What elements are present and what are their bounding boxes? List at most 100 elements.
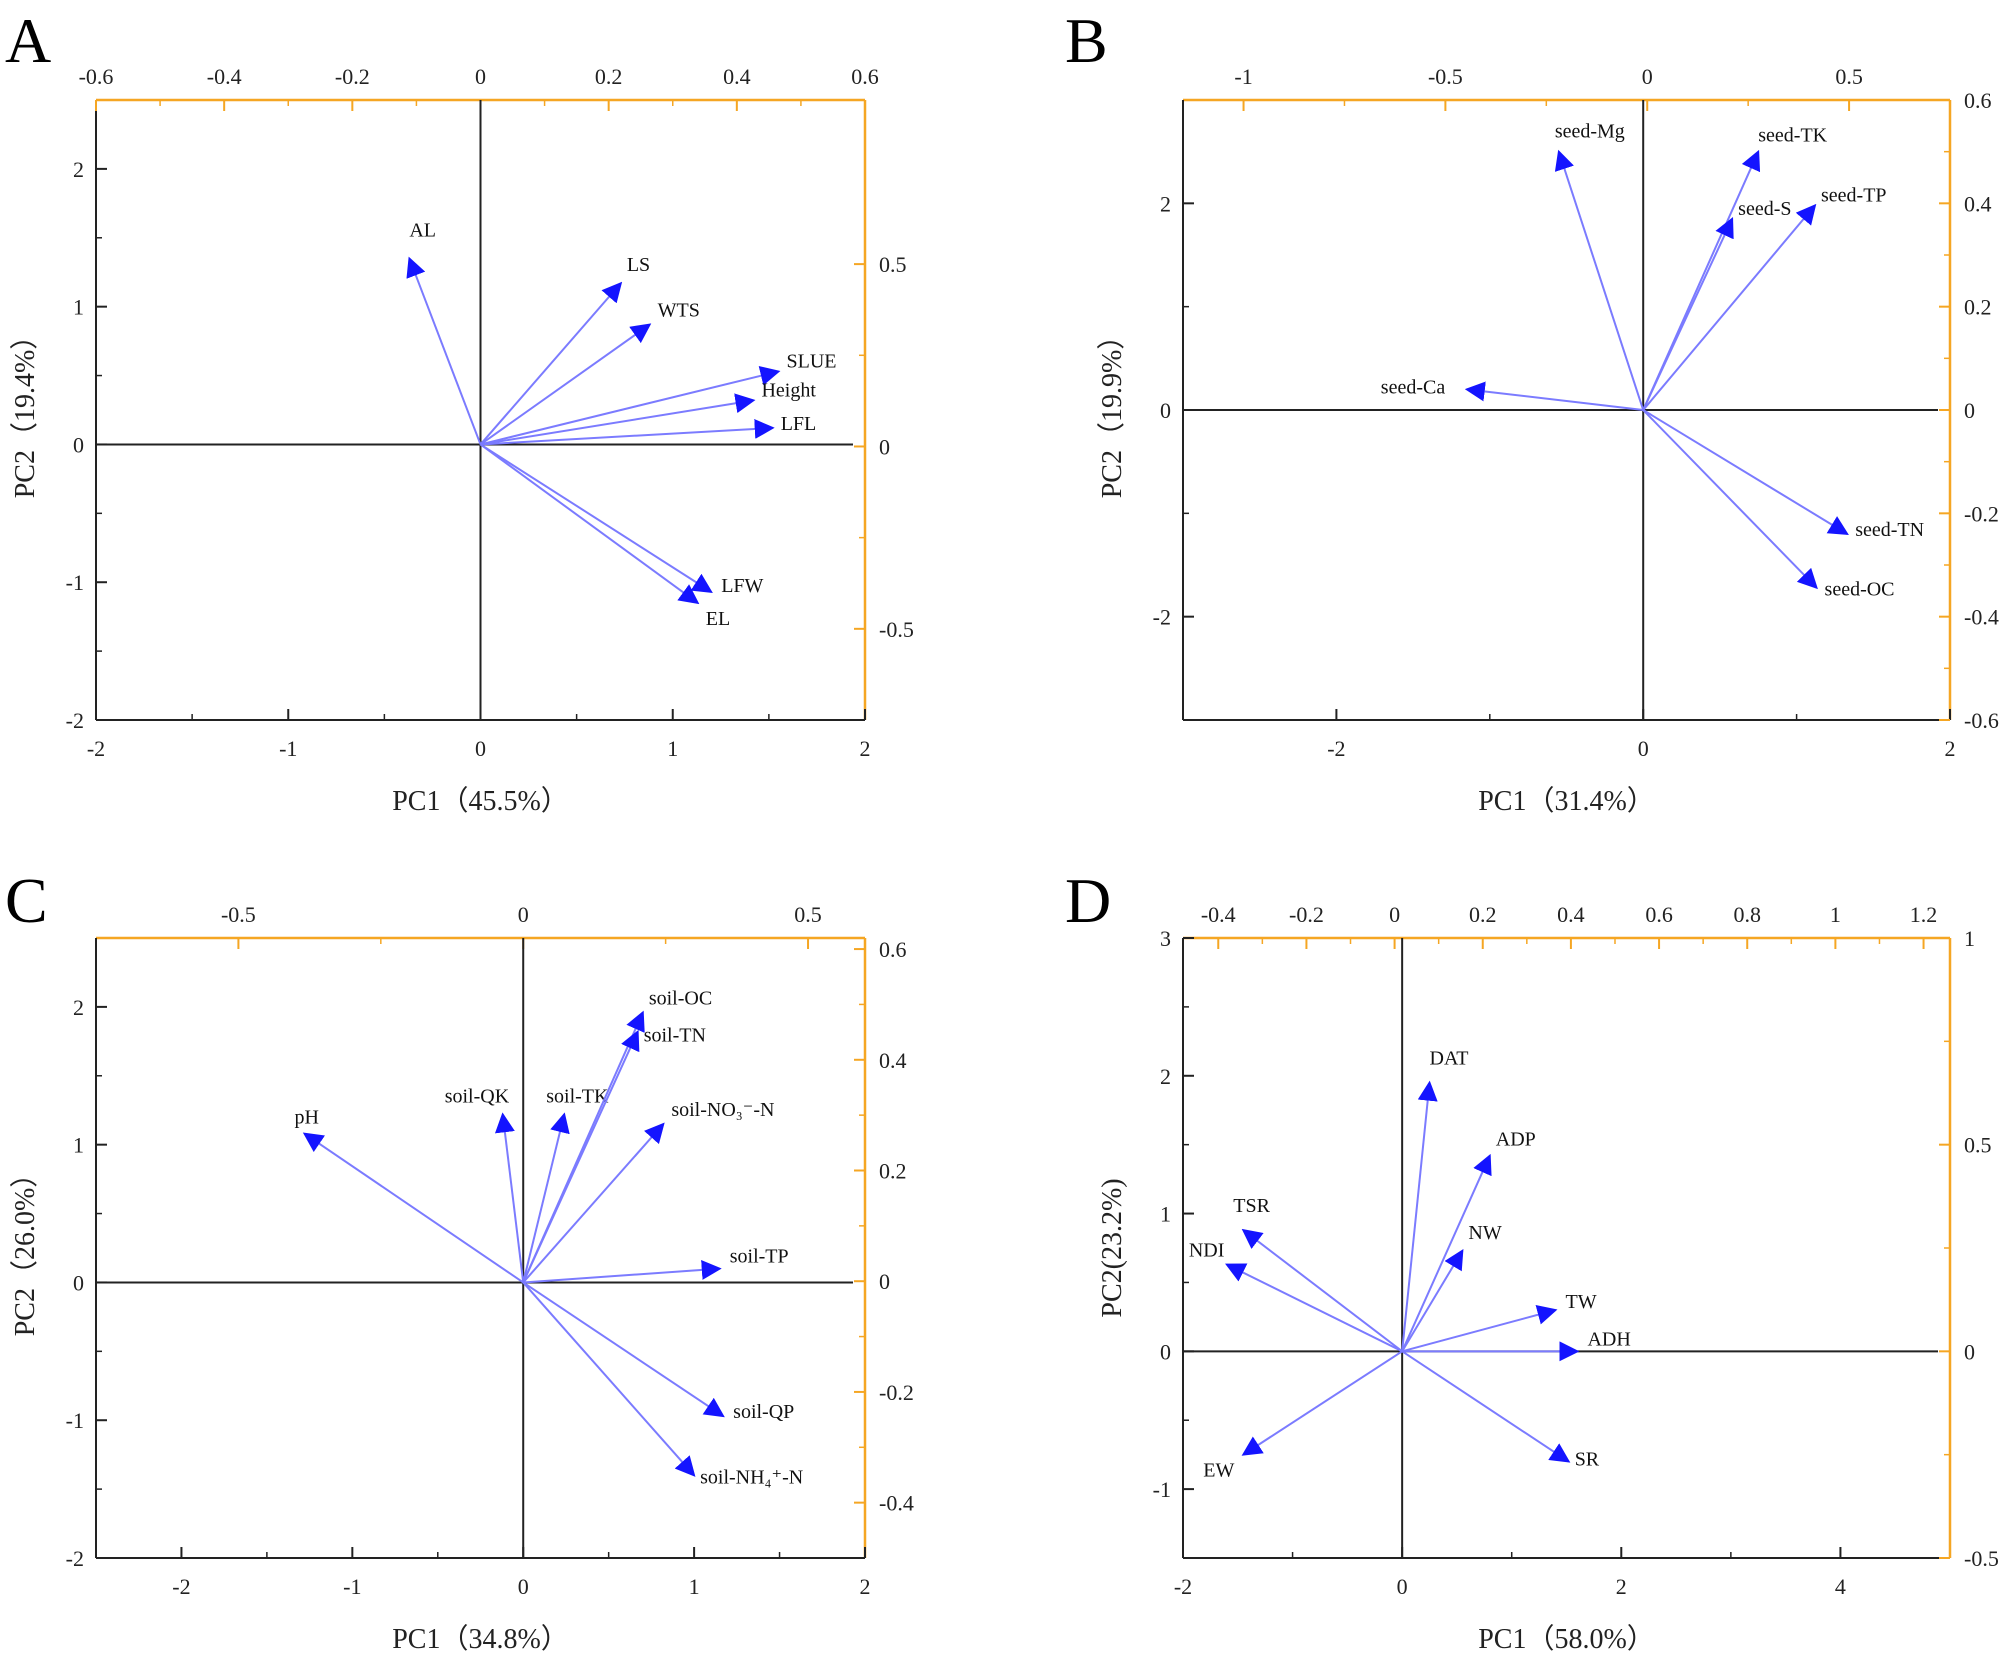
- vector-arrow: [480, 365, 781, 446]
- x-tick-label: 2: [1616, 1574, 1627, 1599]
- y-tick-label: 0: [1160, 1339, 1171, 1364]
- x-tick-label: 2: [860, 1574, 871, 1599]
- x2-tick-label: 0.8: [1733, 902, 1761, 927]
- x2-tick-label: -0.6: [79, 64, 114, 89]
- vector-arrow: [1401, 1305, 1558, 1353]
- x-tick-label: -2: [1327, 736, 1345, 761]
- x2-tick-label: -0.4: [1201, 902, 1236, 927]
- x2-tick-label: 0: [475, 64, 486, 89]
- vector-arrow: [522, 1112, 570, 1283]
- y2-tick-label: 0.2: [879, 1159, 907, 1184]
- vector-label: LS: [627, 254, 650, 276]
- y-tick-label: 2: [73, 157, 84, 182]
- y-tick-label: 0: [73, 432, 84, 457]
- vector-arrow: [1642, 203, 1817, 411]
- vector-arrow: [302, 1132, 524, 1284]
- vector-arrow: [522, 1122, 665, 1284]
- vector-arrow: [1554, 149, 1645, 411]
- vector-arrow: [480, 393, 756, 446]
- y2-tick-label: 1: [1964, 926, 1975, 951]
- vector-label: WTS: [658, 300, 700, 322]
- vector-arrow: [1464, 381, 1644, 411]
- panel-label: B: [1065, 5, 1108, 76]
- y-tick-label: -1: [66, 570, 84, 595]
- x2-tick-label: 0.2: [1469, 902, 1497, 927]
- vector-label: ADH: [1587, 1328, 1630, 1350]
- x2-tick-label: 0.5: [1835, 64, 1863, 89]
- y-tick-label: 2: [1160, 191, 1171, 216]
- vector-label: EL: [706, 608, 730, 630]
- x-tick-label: 0: [518, 1574, 529, 1599]
- y-axis-label: PC2（19.9%）: [1096, 322, 1128, 499]
- y-axis-label: PC2(23.2%): [1097, 1178, 1128, 1317]
- vector-label: soil-NO₃⁻-N: [671, 1099, 774, 1121]
- x-axis-label: PC1（58.0%）: [1478, 1623, 1655, 1653]
- panel-b: B -2 0 2 -2 0 2 -1 -0.5 0 0.5 -0.6 -0.4 -0.2 0 0.2 0.4 0.…: [1065, 5, 1999, 817]
- vector-label: SLUE: [786, 350, 836, 372]
- x2-tick-label: 0.6: [1645, 902, 1673, 927]
- x2-tick-label: 1: [1830, 902, 1841, 927]
- x-tick-label: -2: [1174, 1574, 1192, 1599]
- y-tick-label: -1: [66, 1408, 84, 1433]
- vector-label: SR: [1575, 1449, 1600, 1471]
- vector-label: soil-OC: [649, 987, 712, 1009]
- vector-arrow: [1401, 1350, 1571, 1463]
- vector-label: DAT: [1430, 1048, 1469, 1070]
- vector-label: soil-TK: [546, 1085, 609, 1107]
- vector-label: NW: [1468, 1222, 1501, 1244]
- panel-label: D: [1065, 865, 1111, 936]
- x-tick-label: 0: [1638, 736, 1649, 761]
- y2-tick-label: 0: [1964, 1339, 1975, 1364]
- y2-tick-label: -0.2: [879, 1380, 914, 1405]
- y2-tick-label: 0.5: [1964, 1133, 1992, 1158]
- y2-tick-label: 0.2: [1964, 295, 1992, 320]
- vector-arrow: [523, 1259, 722, 1284]
- vector-arrow: [480, 418, 775, 446]
- panel-d: D -2 0 2 4 -1 0 1 2 3 -0.4 -0.2 0 0.2 0.4 0.6 0.8 1 1.2 -0.…: [1065, 865, 1999, 1653]
- vector-label: seed-S: [1738, 198, 1791, 220]
- y2-tick-label: -0.2: [1964, 501, 1999, 526]
- y2-tick-label: -0.5: [879, 617, 914, 642]
- x-axis-label: PC1（31.4%）: [1478, 785, 1655, 817]
- x2-tick-label: 0: [1642, 64, 1653, 89]
- panel-label: A: [5, 5, 51, 76]
- vector-arrow: [1241, 1228, 1403, 1353]
- x2-tick-label: -0.5: [1428, 64, 1463, 89]
- y-tick-label: 2: [1160, 1064, 1171, 1089]
- x-tick-label: -2: [172, 1574, 190, 1599]
- vector-arrow: [479, 443, 713, 593]
- vector-arrow: [494, 1112, 525, 1283]
- y-tick-label: 1: [73, 295, 84, 320]
- x2-tick-label: -0.4: [207, 64, 242, 89]
- x-axis-label: PC1（45.5%）: [392, 785, 569, 817]
- x2-tick-label: 0: [518, 902, 529, 927]
- x2-tick-label: -0.2: [1289, 902, 1324, 927]
- x2-tick-label: 0.4: [723, 64, 751, 89]
- y2-tick-label: 0: [879, 434, 890, 459]
- vector-label: soil-QK: [445, 1085, 510, 1107]
- y2-tick-label: -0.4: [879, 1491, 914, 1516]
- vector-label: Height: [761, 379, 816, 401]
- x2-tick-label: 1.2: [1910, 902, 1938, 927]
- vector-label: seed-TN: [1855, 519, 1924, 541]
- x2-tick-label: 0.5: [794, 902, 822, 927]
- x2-tick-label: -0.5: [221, 902, 256, 927]
- y2-tick-label: 0.5: [879, 252, 907, 277]
- x-tick-label: -1: [343, 1574, 361, 1599]
- y2-tick-label: 0.6: [1964, 88, 1992, 113]
- vector-arrow: [406, 256, 482, 445]
- vector-label: TW: [1566, 1291, 1597, 1313]
- vector-label: TSR: [1233, 1195, 1270, 1217]
- vector-label: seed-Mg: [1555, 121, 1625, 143]
- vector-label: soil-NH₄⁺-N: [700, 1466, 803, 1488]
- vector-label: LFW: [721, 575, 763, 597]
- vector-label: AL: [409, 219, 436, 241]
- y-tick-label: 3: [1160, 926, 1171, 951]
- vector-arrow: [1401, 1249, 1464, 1352]
- panel-label: C: [5, 865, 48, 936]
- vector-label: seed-TP: [1821, 184, 1887, 206]
- vector-arrow: [522, 1281, 696, 1477]
- x2-tick-label: 0.4: [1557, 902, 1585, 927]
- vector-label: soil-TP: [730, 1246, 789, 1268]
- x2-tick-label: 0.6: [851, 64, 879, 89]
